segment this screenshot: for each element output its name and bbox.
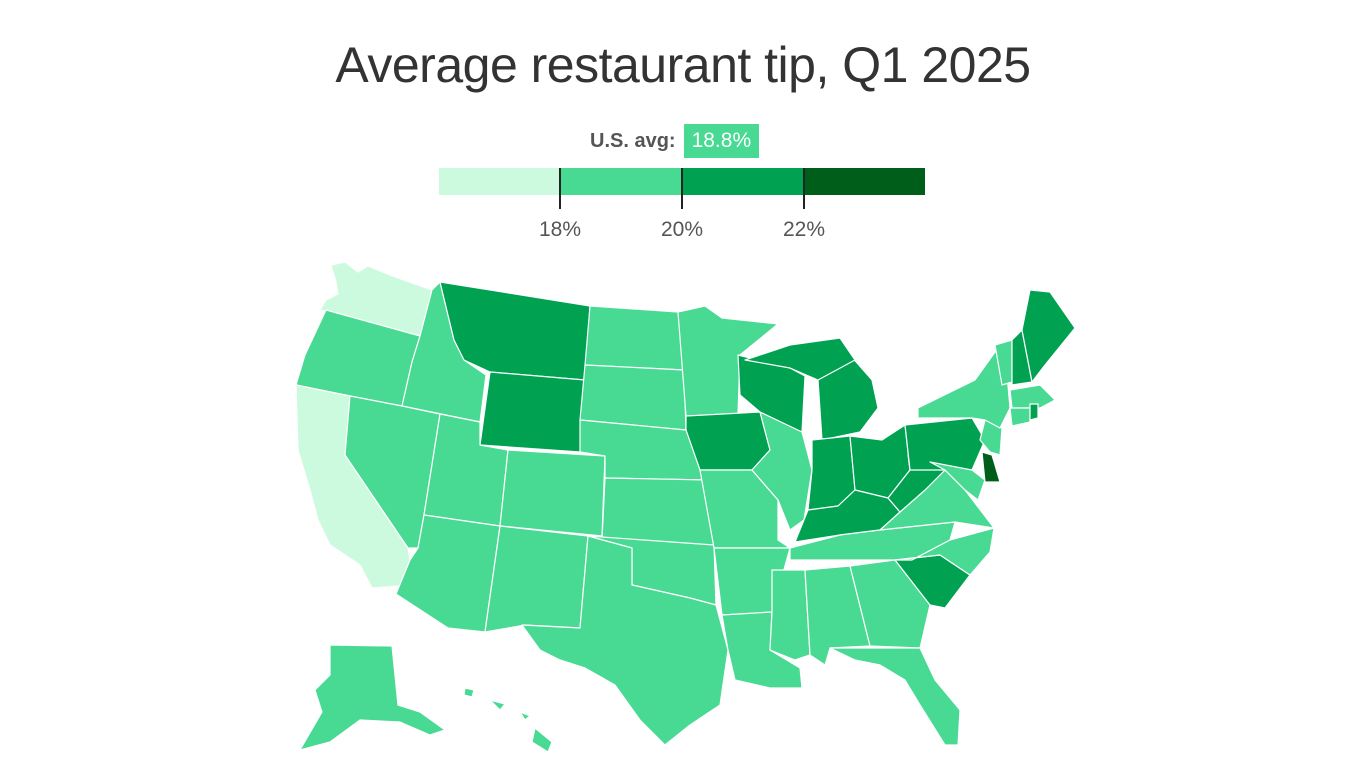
- state-pa: [904, 417, 986, 471]
- legend-tick: [681, 168, 683, 209]
- state-nc: [894, 527, 995, 576]
- legend-swatch-3: [682, 168, 804, 195]
- state-sd: [579, 364, 687, 431]
- legend-label-20: 20%: [660, 218, 704, 241]
- legend-swatch-4: [803, 168, 925, 195]
- state-md: [929, 461, 986, 501]
- legend-tick: [559, 168, 561, 209]
- state-fl: [829, 647, 961, 746]
- state-ms: [769, 569, 811, 661]
- state-hi: [463, 687, 553, 753]
- state-wy: [479, 371, 586, 453]
- state-ri: [1029, 403, 1039, 421]
- state-ma: [1009, 384, 1056, 409]
- state-mi: [744, 337, 856, 381]
- state-tn: [789, 521, 956, 561]
- legend-swatch-1: [439, 168, 561, 195]
- us-average-value: 18.8%: [683, 124, 760, 158]
- state-ia: [685, 411, 771, 471]
- legend-bar: [439, 168, 925, 195]
- color-legend: 18% 20% 22%: [439, 168, 925, 248]
- legend-swatch-2: [560, 168, 682, 195]
- state-de: [981, 451, 1001, 483]
- state-ct: [1009, 407, 1031, 427]
- state-ks: [601, 477, 715, 546]
- us-average: U.S. avg: 18.8%: [590, 124, 760, 158]
- legend-tick: [803, 168, 805, 209]
- chart-title: Average restaurant tip, Q1 2025: [335, 37, 1031, 93]
- state-co: [499, 449, 606, 537]
- state-nm: [484, 525, 589, 633]
- legend-label-18: 18%: [538, 218, 582, 241]
- us-average-label: U.S. avg:: [590, 129, 676, 152]
- state-il: [751, 411, 813, 531]
- legend-label-22: 22%: [782, 218, 826, 241]
- state-ak: [299, 644, 446, 751]
- state-me: [1021, 289, 1076, 383]
- state-nd: [584, 305, 685, 371]
- state-ny: [917, 351, 1011, 429]
- state-tx: [521, 535, 729, 746]
- state-ga: [849, 559, 931, 649]
